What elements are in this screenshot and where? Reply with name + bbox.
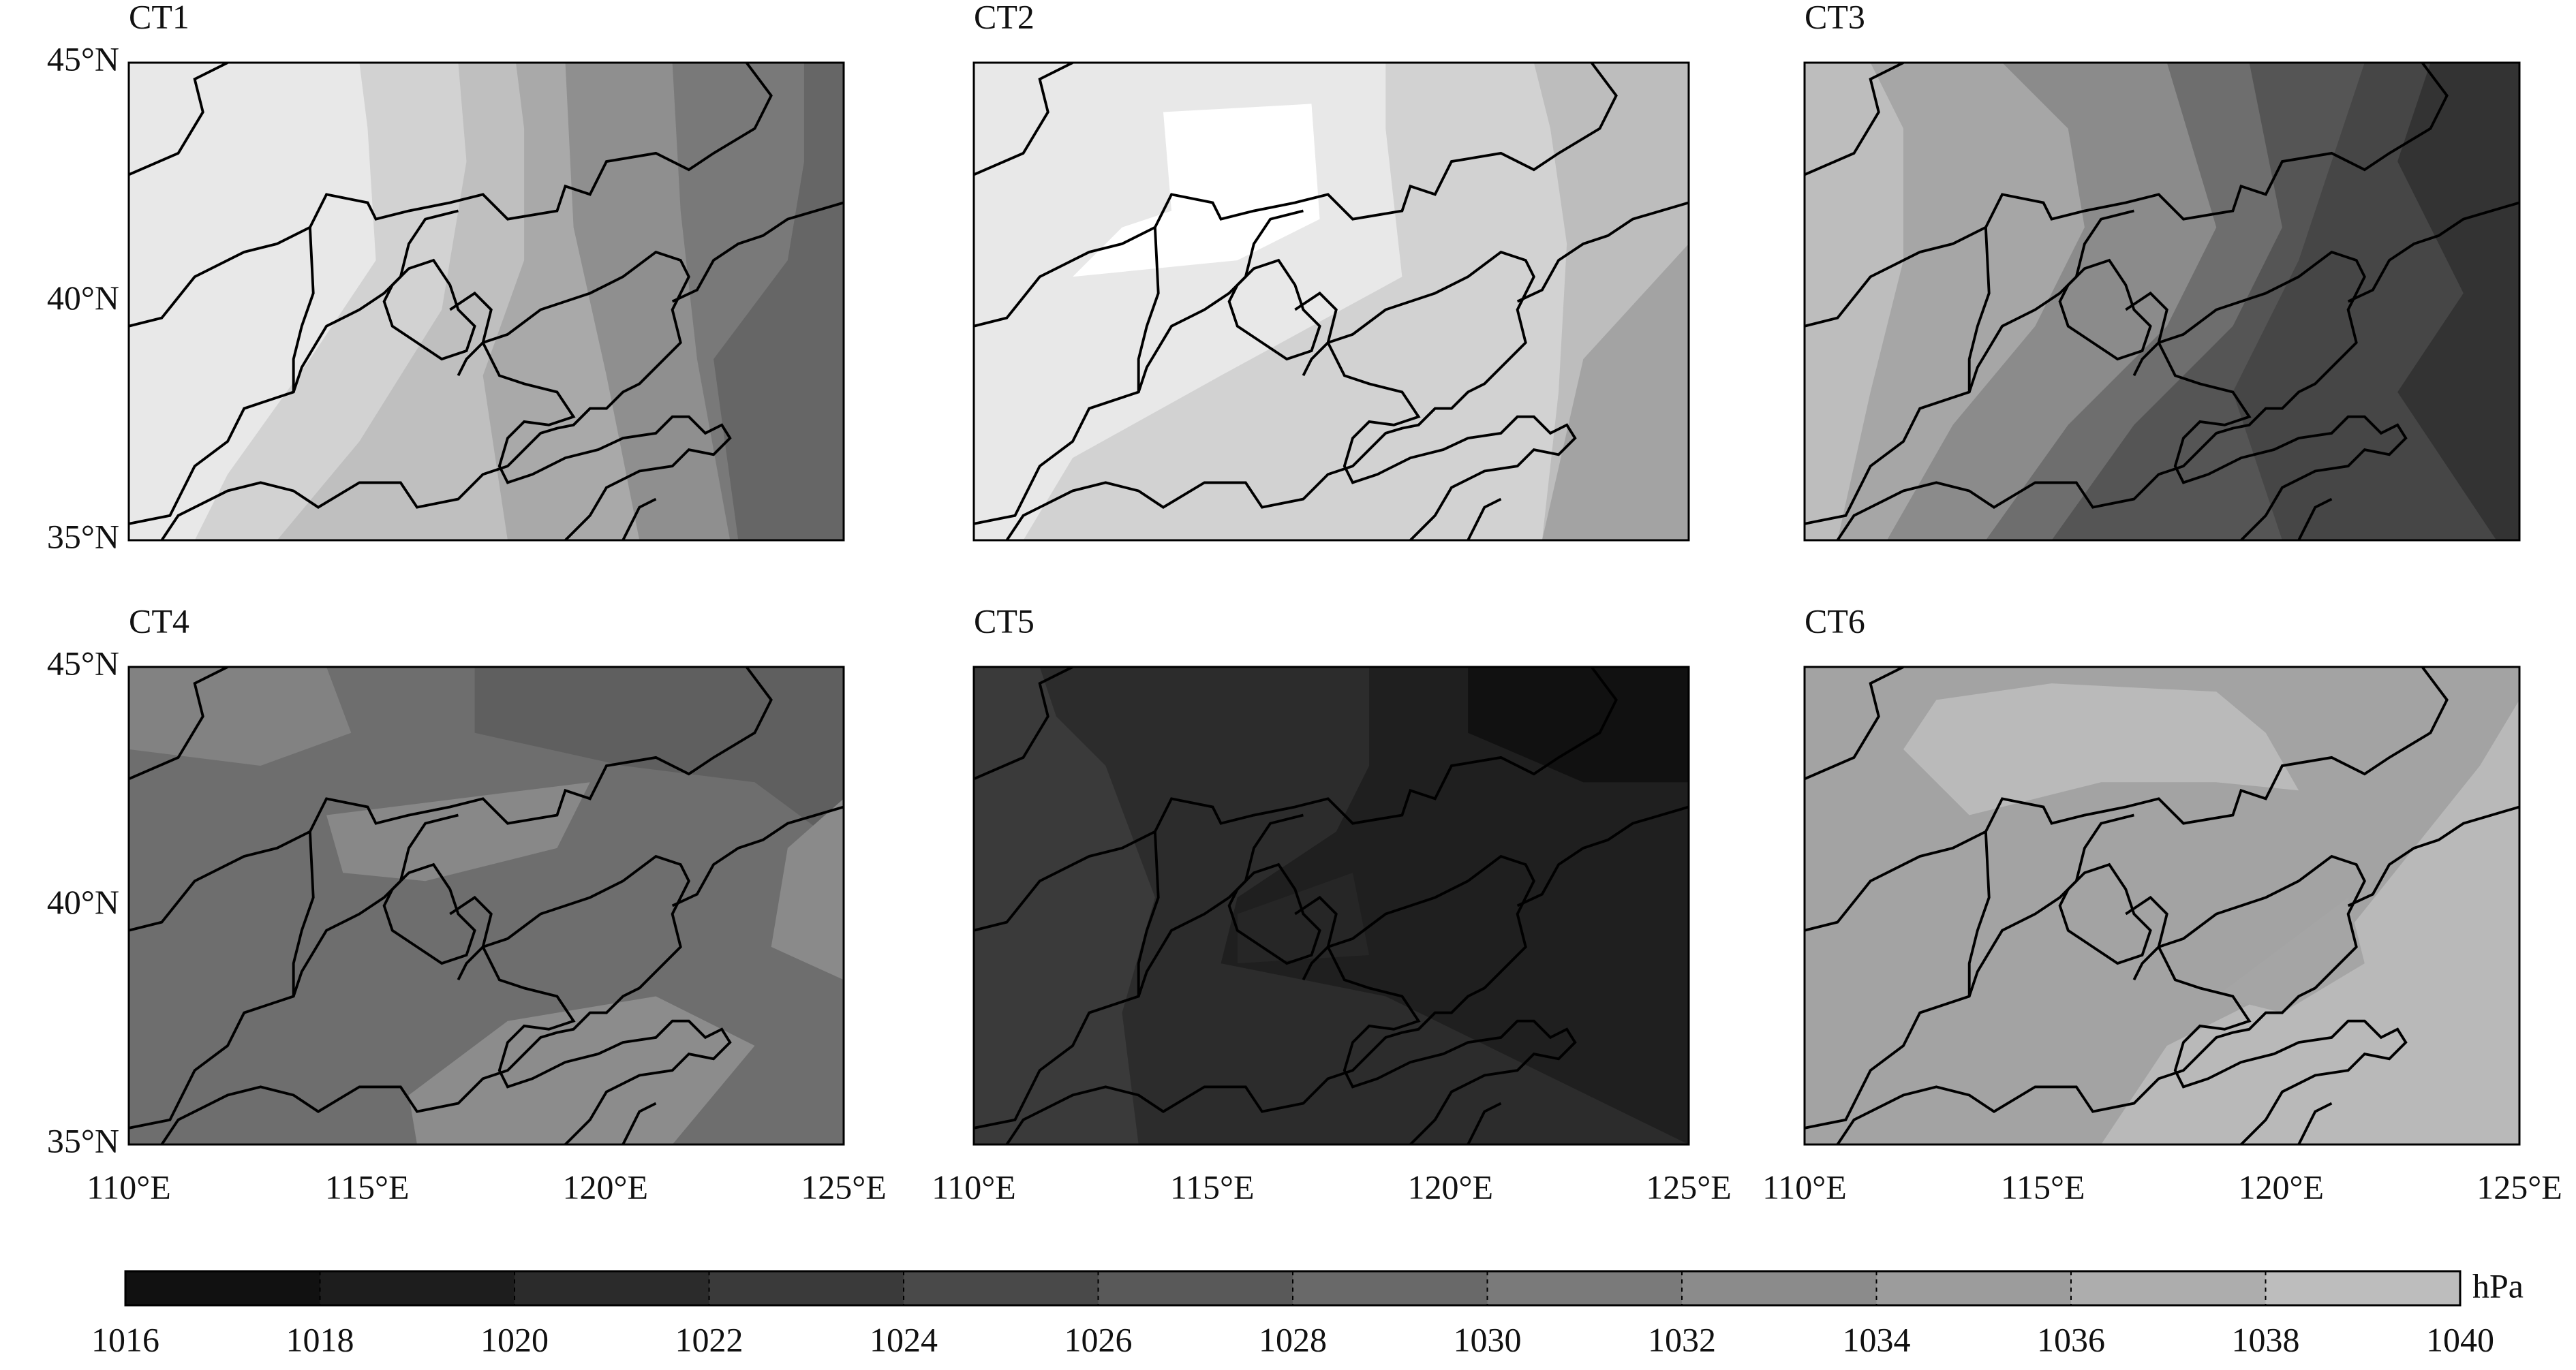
pressure-field (2397, 63, 2519, 540)
colorbar-bin (1876, 1271, 2071, 1305)
lon-label: 110°E (1762, 1168, 1847, 1206)
lon-label: 120°E (1408, 1168, 1494, 1206)
colorbar-bin (2071, 1271, 2266, 1305)
colorbar-label: 1022 (675, 1320, 743, 1358)
panel-frame (127, 666, 845, 1146)
colorbar-label: 1028 (1259, 1320, 1327, 1358)
pressure-field (326, 782, 590, 882)
map-panel (129, 63, 844, 540)
pressure-field (2216, 897, 2365, 1013)
colorbar-label: 1016 (91, 1320, 159, 1358)
pressure-field (1221, 667, 1689, 1145)
lon-label: 125°E (2477, 1168, 2562, 1206)
colorbar-label: 1036 (2037, 1320, 2105, 1358)
panel-frame (1803, 666, 2521, 1146)
panel-title: CT3 (1805, 0, 1865, 35)
lon-label: 120°E (2239, 1168, 2325, 1206)
lat-label: 45°N (47, 40, 119, 78)
colorbar-bin (1682, 1271, 1877, 1305)
pressure-field (1468, 667, 1689, 783)
map-panel (1805, 667, 2519, 1145)
colorbar-label: 1018 (286, 1320, 354, 1358)
panel-title: CT5 (974, 602, 1034, 640)
pressure-field (771, 798, 844, 980)
panel-frame (1803, 61, 2521, 542)
colorbar-bin (1487, 1271, 1682, 1305)
colorbar-label: 1024 (870, 1320, 938, 1358)
pressure-field (1073, 104, 1320, 277)
colorbar-bin (1098, 1271, 1293, 1305)
lat-label: 35°N (47, 517, 119, 555)
colorbar-label: 1020 (480, 1320, 549, 1358)
colorbar-unit: hPa (2472, 1266, 2524, 1305)
colorbar-label: 1026 (1064, 1320, 1133, 1358)
map-panel (974, 667, 1689, 1145)
lon-label: 115°E (2001, 1168, 2085, 1206)
colorbar-bin (320, 1271, 515, 1305)
colorbar-label: 1032 (1648, 1320, 1716, 1358)
colorbar-bin (2265, 1271, 2460, 1305)
lat-label: 45°N (47, 644, 119, 682)
panel-frame (972, 666, 1690, 1146)
map-panel (129, 667, 844, 1145)
panel-frame (127, 61, 845, 542)
colorbar-bin (1293, 1271, 1488, 1305)
pressure-field (714, 63, 844, 540)
pressure-field (1237, 873, 1370, 964)
lat-label: 40°N (47, 883, 119, 921)
colorbar-frame (124, 1270, 2462, 1307)
colorbar-bin (515, 1271, 709, 1305)
pressure-field (474, 667, 844, 848)
panel-title: CT4 (129, 602, 189, 640)
lon-label: 125°E (1646, 1168, 1732, 1206)
pressure-field (1542, 243, 1689, 540)
pressure-field (1023, 63, 1689, 540)
colorbar-bin (709, 1271, 904, 1305)
lon-label: 125°E (801, 1168, 887, 1206)
lat-label: 40°N (47, 279, 119, 317)
colorbar-bin (904, 1271, 1099, 1305)
colorbar-label: 1030 (1454, 1320, 1522, 1358)
pressure-field (408, 996, 755, 1145)
colorbar-label: 1034 (1843, 1320, 1911, 1358)
colorbar-label: 1038 (2232, 1320, 2300, 1358)
pressure-field (1903, 683, 2299, 815)
map-panel (1805, 63, 2519, 540)
panel-title: CT6 (1805, 602, 1865, 640)
colorbar-bin (125, 1271, 320, 1305)
lon-label: 115°E (1170, 1168, 1255, 1206)
lon-label: 110°E (932, 1168, 1016, 1206)
map-panel (974, 63, 1689, 540)
pressure-field (2101, 700, 2519, 1145)
panel-frame (972, 61, 1690, 542)
lat-label: 35°N (47, 1121, 119, 1159)
lon-label: 120°E (563, 1168, 649, 1206)
pressure-field (129, 667, 352, 766)
lon-label: 110°E (87, 1168, 171, 1206)
lon-label: 115°E (325, 1168, 410, 1206)
colorbar-label: 1040 (2426, 1320, 2494, 1358)
panel-title: CT1 (129, 0, 189, 35)
panel-title: CT2 (974, 0, 1034, 35)
